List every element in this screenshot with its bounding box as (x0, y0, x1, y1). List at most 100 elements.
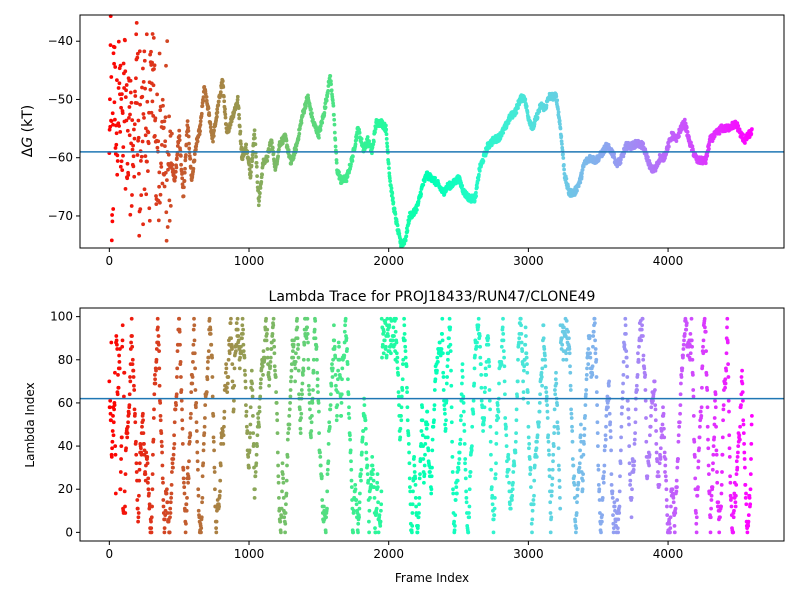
lambda-point (287, 422, 292, 427)
lambda-point (556, 431, 561, 435)
lambda-point (695, 493, 700, 498)
lambda-point (279, 515, 284, 520)
lambda-point (704, 349, 708, 353)
lambda-point (721, 407, 726, 412)
lambda-point (218, 478, 223, 483)
delta-g-point (564, 176, 569, 181)
delta-g-point (215, 114, 219, 119)
lambda-point (449, 368, 453, 373)
lambda-point (181, 476, 186, 481)
lambda-point (157, 383, 162, 388)
delta-g-point (501, 131, 506, 135)
lambda-point (708, 530, 713, 535)
lambda-point (245, 429, 250, 433)
delta-g-point (127, 116, 131, 120)
lambda-point (567, 351, 572, 356)
lambda-point (546, 448, 551, 453)
delta-g-point (165, 178, 169, 182)
delta-g-point (111, 51, 116, 56)
delta-g-point (149, 110, 154, 115)
lambda-point (471, 411, 476, 416)
lambda-point (631, 467, 636, 472)
delta-g-point (707, 143, 711, 147)
lambda-point (738, 424, 742, 429)
lambda-point (472, 366, 477, 371)
lambda-point (363, 426, 368, 431)
lambda-point (411, 489, 415, 494)
lambda-point (410, 502, 415, 507)
delta-g-point (555, 98, 560, 103)
delta-g-point (115, 159, 120, 163)
lambda-point (241, 332, 245, 336)
lambda-point (272, 351, 277, 356)
lambda-point (602, 448, 607, 453)
delta-g-point (524, 104, 529, 109)
lambda-point (554, 370, 558, 375)
lambda-point (624, 349, 629, 353)
delta-g-point (128, 78, 133, 83)
lambda-point (560, 336, 564, 341)
lambda-point (332, 323, 336, 328)
lambda-point (168, 506, 173, 511)
lambda-point (612, 504, 617, 509)
delta-g-point (123, 187, 128, 191)
lambda-point (311, 357, 316, 362)
lambda-point (546, 439, 551, 444)
delta-g-point (326, 84, 331, 88)
lambda-point (391, 325, 396, 330)
lambda-point (495, 403, 500, 407)
lambda-point (247, 448, 252, 453)
delta-g-point (128, 112, 132, 117)
lambda-point (740, 381, 745, 386)
lambda-point (517, 336, 522, 341)
lambda-point (137, 478, 142, 483)
lambda-point (379, 508, 383, 513)
lambda-point (515, 394, 520, 399)
lambda-point (235, 316, 240, 321)
delta-g-point (391, 196, 395, 200)
lambda-point (709, 493, 714, 498)
lambda-point (291, 355, 296, 360)
lambda-point (171, 457, 176, 461)
delta-g-point (253, 136, 257, 140)
lambda-point (519, 323, 523, 328)
lambda-point (665, 504, 669, 509)
lambda-point (651, 398, 655, 403)
lambda-point (443, 411, 447, 416)
lambda-point (593, 347, 598, 351)
lambda-point (637, 344, 641, 349)
lambda-point (425, 409, 430, 414)
delta-g-point (562, 163, 566, 167)
delta-g-point (129, 204, 134, 208)
lambda-point (604, 414, 609, 418)
lambda-point (667, 521, 672, 526)
delta-g-point (250, 156, 255, 161)
lambda-point (558, 506, 563, 511)
lambda-point (336, 340, 341, 345)
delta-g-point (384, 137, 389, 141)
lambda-point (700, 385, 704, 390)
lambda-point (147, 491, 151, 496)
delta-g-point (236, 106, 241, 110)
lambda-point (558, 496, 562, 500)
lambda-point (635, 388, 639, 392)
lambda-point (567, 336, 571, 341)
lambda-point (159, 439, 164, 444)
lambda-point (122, 489, 127, 494)
lambda-point (619, 424, 624, 429)
lambda-point (380, 355, 384, 360)
lambda-point (133, 411, 137, 416)
lambda-point (221, 442, 226, 446)
lambda-point (191, 360, 195, 364)
lambda-point (431, 424, 436, 429)
lambda-point (522, 364, 527, 369)
lambda-point (177, 316, 182, 321)
lambda-point (514, 418, 519, 423)
lambda-point (449, 405, 454, 410)
delta-g-y-tick-label: −40 (48, 34, 73, 48)
lambda-point (285, 437, 290, 442)
lambda-point (489, 485, 494, 489)
lambda-point (510, 493, 515, 498)
lambda-point (152, 407, 156, 412)
delta-g-point (345, 174, 350, 179)
